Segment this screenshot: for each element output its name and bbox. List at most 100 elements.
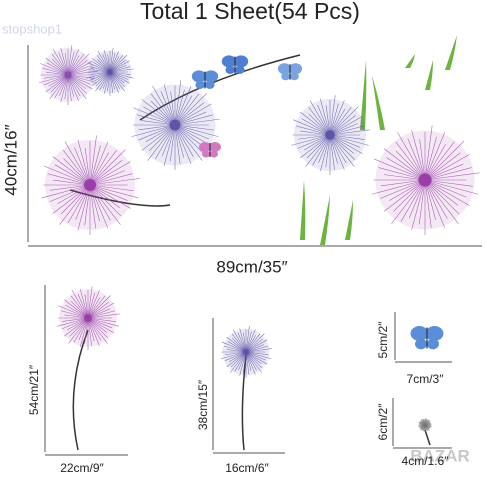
dandelion-seed (109, 68, 134, 73)
dandelion-seed (77, 184, 91, 231)
dandelion-seed (424, 153, 470, 181)
item-height: 54cm/21″ (27, 364, 41, 415)
dandelion-seed (174, 89, 185, 126)
dandelion-seed (61, 184, 91, 214)
dandelion-seed (43, 74, 69, 86)
dandelion-seed (174, 124, 185, 158)
dandelion-seed (371, 179, 426, 195)
dandelion-seed (391, 179, 426, 224)
stem (424, 429, 431, 446)
dandelion-seed (67, 53, 90, 76)
dandelion-seed (67, 55, 80, 76)
dandelion-seed (109, 71, 130, 84)
dandelion-seed (408, 179, 426, 219)
dandelion-seed (97, 59, 111, 73)
butterfly-wing (281, 72, 290, 81)
item-height: 6cm/2″ (376, 403, 390, 441)
dandelion-seed (226, 336, 247, 353)
dandelion-seed (329, 129, 370, 136)
dandelion-seed (87, 286, 93, 319)
dandelion-seed (45, 71, 69, 76)
dandelion-seed (419, 139, 426, 181)
dandelion-seed (67, 51, 75, 76)
dandelion-seed (77, 293, 89, 319)
dandelion-seed (109, 71, 119, 93)
dandelion-seed (389, 179, 426, 201)
dandelion-seed (43, 74, 69, 79)
butterfly-wing (221, 55, 237, 68)
dandelion-seed (65, 304, 89, 319)
dandelion-seed (424, 179, 448, 219)
dandelion-seed (329, 115, 363, 136)
dandelion-seed (87, 297, 101, 319)
dandelion-seed (424, 144, 446, 181)
dandelion-seed (303, 134, 331, 151)
dandelion-seed (147, 124, 176, 161)
dandelion-seed (87, 317, 113, 329)
dandelion-seed (141, 124, 176, 151)
dandelion-seed (89, 150, 117, 186)
dandelion-seed (109, 66, 131, 73)
dandelion-seed (424, 179, 467, 198)
dandelion-seed (395, 141, 426, 181)
dandelion-seed (245, 351, 256, 375)
dandelion-seed (89, 184, 111, 221)
dandelion-seed (329, 125, 364, 136)
dandelion-seed (59, 74, 69, 96)
dandelion-seed (59, 184, 91, 225)
dandelion-seed (45, 57, 69, 76)
dandelion-seed (174, 124, 209, 140)
dandelion-seed (424, 423, 432, 426)
dandelion-seed (58, 305, 89, 319)
dandelion-seed (87, 313, 120, 319)
dandelion-seed (424, 179, 460, 215)
dandelion-core (325, 130, 335, 140)
dandelion-seed (86, 71, 111, 79)
dandelion-seed (174, 124, 204, 154)
dandelion-seed (329, 134, 339, 165)
dandelion-seed (418, 179, 426, 225)
title: Total 1 Sheet(54 Pcs) (140, 0, 360, 24)
dandelion-seed (87, 317, 116, 322)
dandelion-seed (300, 111, 331, 136)
dandelion-seed (174, 92, 208, 126)
dandelion-seed (89, 160, 123, 186)
dandelion-seed (67, 48, 80, 76)
dandelion-seed (245, 333, 261, 353)
dandelion-seed (245, 351, 263, 373)
dandelion-seed (89, 178, 140, 186)
dandelion-seed (107, 54, 111, 73)
watermark: stopshop1 (2, 21, 62, 36)
dandelion-seed (87, 295, 111, 319)
dandelion-seed (245, 338, 263, 353)
grass-blade (360, 60, 367, 130)
dandelion-seed (67, 74, 81, 97)
dandelion-seed (109, 71, 121, 90)
dandelion-seed (407, 138, 426, 181)
dandelion-seed (131, 124, 176, 137)
dandelion-seed (99, 71, 111, 91)
item-width: 22cm/9″ (60, 461, 104, 475)
dandelion-seed (237, 332, 247, 353)
dandelion-seed (329, 134, 363, 155)
dandelion-seed (87, 310, 116, 319)
grass-blade (345, 200, 353, 240)
dandelion-seed (301, 118, 331, 136)
decoration (38, 35, 480, 451)
dandelion-seed (109, 60, 130, 73)
dandelion-seed (329, 134, 361, 148)
dandelion-seed (67, 66, 89, 76)
dandelion-seed (174, 124, 194, 157)
dandelion-seed (67, 59, 88, 76)
dandelion-seed (89, 184, 109, 229)
butterfly-wing (425, 326, 444, 341)
dandelion-seed (87, 302, 115, 319)
dandelion-seed (109, 51, 119, 73)
dandelion-seed (94, 71, 111, 82)
dandelion-seed (318, 134, 331, 163)
dandelion-seed (329, 134, 369, 146)
dandelion-seed (52, 48, 69, 76)
dandelion-seed (70, 300, 89, 319)
dandelion-seed (174, 124, 219, 137)
dandelion-seed (400, 179, 426, 222)
